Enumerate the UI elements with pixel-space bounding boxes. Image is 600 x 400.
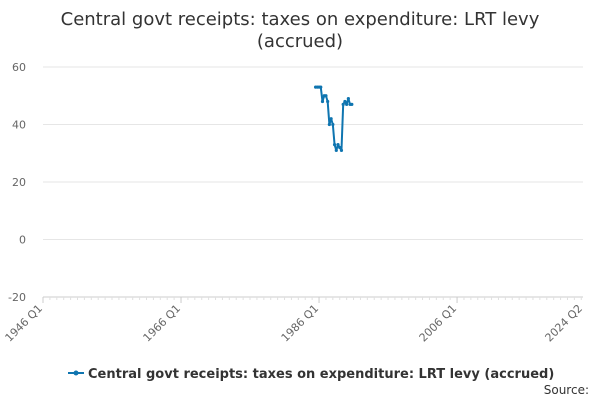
legend-entry: Central govt receipts: taxes on expendit…: [88, 367, 554, 382]
chart-title-line-1: Central govt receipts: taxes on expendit…: [61, 9, 540, 30]
data-point[interactable]: [327, 122, 331, 127]
data-point[interactable]: [332, 143, 337, 147]
y-tick-label: 0: [19, 234, 26, 247]
x-tick-label: 1946 Q1: [3, 302, 46, 345]
series-line: [315, 86, 352, 152]
source-label: Source:: [544, 383, 589, 397]
y-tick-label: 60: [12, 61, 26, 74]
y-tick-label: 20: [12, 176, 26, 189]
data-point[interactable]: [343, 99, 347, 104]
data-point[interactable]: [339, 148, 344, 152]
data-point[interactable]: [338, 145, 342, 150]
x-tick-label: 1986 Q1: [279, 302, 322, 345]
data-point[interactable]: [331, 122, 335, 127]
x-tick-label: 2024 Q2: [543, 302, 586, 345]
y-axis: -20 0 20 40 60: [8, 61, 26, 304]
grid: [43, 66, 583, 298]
x-tick-label: 2006 Q1: [417, 302, 460, 345]
legend-swatch-marker: [73, 370, 79, 376]
data-point[interactable]: [341, 102, 345, 106]
chart-title-line-2: (accrued): [257, 31, 343, 52]
y-tick-label: -20: [8, 291, 26, 304]
data-point[interactable]: [329, 117, 333, 121]
data-point[interactable]: [319, 85, 323, 89]
data-point[interactable]: [336, 143, 340, 147]
x-tick-label: 1966 Q1: [141, 302, 184, 345]
data-point[interactable]: [320, 99, 325, 104]
y-tick-label: 40: [12, 119, 26, 132]
data-point[interactable]: [350, 102, 354, 106]
chart-title: Central govt receipts: taxes on expendit…: [61, 9, 540, 52]
data-point[interactable]: [326, 99, 330, 104]
plot-area: [313, 85, 354, 152]
legend[interactable]: Central govt receipts: taxes on expendit…: [68, 367, 554, 382]
data-point[interactable]: [324, 94, 328, 98]
data-point[interactable]: [345, 102, 349, 106]
data-point[interactable]: [346, 97, 350, 101]
data-point[interactable]: [334, 148, 338, 152]
x-axis: 1946 Q1 1966 Q1 1986 Q1 2006 Q1 2024 Q2: [3, 296, 586, 345]
